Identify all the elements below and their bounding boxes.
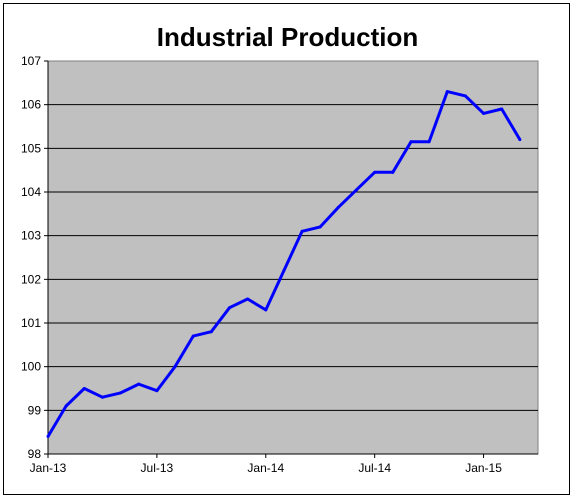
x-tick-label: Jan-14 (247, 461, 284, 475)
gridlines (44, 60, 538, 455)
axes (47, 61, 538, 458)
y-tick-label: 99 (28, 403, 42, 417)
data-point (300, 229, 304, 233)
chart-title: Industrial Production (156, 22, 419, 52)
data-point (119, 391, 123, 395)
data-point (500, 107, 504, 111)
data-point (282, 269, 286, 273)
data-point (409, 140, 413, 144)
data-point (46, 435, 50, 439)
y-tick-label: 105 (21, 141, 41, 155)
data-point (482, 111, 486, 115)
data-point (227, 306, 231, 310)
data-points (46, 90, 522, 439)
x-tick-label: Jan-15 (465, 461, 502, 475)
x-tick-labels: Jan-13 Jul-13 Jan-14 Jul-14 Jan-15 (30, 461, 503, 475)
data-point (191, 334, 195, 338)
y-tick-label: 107 (21, 54, 41, 68)
data-point (64, 404, 68, 408)
y-tick-label: 101 (21, 316, 41, 330)
data-point (391, 170, 395, 174)
data-point (427, 140, 431, 144)
data-point (137, 382, 141, 386)
data-point (209, 330, 213, 334)
y-tick-label: 106 (21, 98, 41, 112)
data-point (155, 389, 159, 393)
data-point (355, 188, 359, 192)
data-point (373, 170, 377, 174)
data-point (82, 387, 86, 390)
x-tick-label: Jul-14 (358, 461, 391, 475)
x-tick-label: Jan-13 (30, 461, 67, 475)
y-tick-label: 102 (21, 272, 41, 286)
y-tick-label: 104 (21, 185, 41, 199)
y-tick-labels: 98 99 100 101 102 103 104 105 106 107 (21, 54, 41, 461)
x-tick-label: Jul-13 (141, 461, 174, 475)
y-tick-label: 100 (21, 360, 41, 374)
plot-area (47, 60, 539, 455)
data-point (445, 90, 449, 94)
data-point (173, 365, 177, 369)
data-point (463, 94, 467, 98)
data-point (100, 395, 104, 399)
data-point (518, 138, 522, 142)
data-point (246, 297, 250, 301)
y-tick-label: 98 (28, 447, 42, 461)
data-point (336, 205, 340, 209)
data-point (318, 225, 322, 229)
data-point (264, 308, 268, 312)
y-tick-label: 103 (21, 229, 41, 243)
